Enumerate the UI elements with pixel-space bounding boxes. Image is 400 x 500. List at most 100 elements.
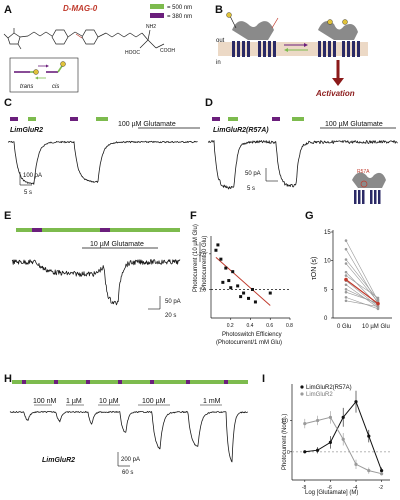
f-xlabel: Photoswitch Efficiency [222,332,282,338]
panel-b: B out in [215,4,368,98]
g-pair-line [345,249,379,304]
f-x-tick-label: 0.2 [227,323,234,329]
scalebar-x-label-d: 5 s [247,186,255,192]
panel-d: D LimGluR2(R57A) 100 µM Glutamate 50 pA … [205,97,398,204]
conc-label-100nm: 100 nM [33,398,57,405]
f-y-tick-label: 1.0 [199,287,206,293]
f-ylabel-top: Photocurrent (10 µM Glu) [193,224,199,292]
i-y-tick-label: 1.0 [281,418,288,424]
g-mean-point-0 [344,277,348,282]
panel-h: H 100 nM 1 µM 10 µM 100 µM 1 mM LimGluR2… [4,373,248,476]
scalebar-y-label-h: 200 pA [121,457,140,463]
conc-label-1mm: 1 mM [203,398,221,405]
g-point-10um [376,296,380,300]
glutamate-label-c: 100 µM Glutamate [118,121,176,128]
f-point [242,291,246,295]
scalebar-x-label-e: 20 s [165,313,176,319]
hooc-label: HOOC [125,50,140,56]
ligand-binding-domain [232,21,274,40]
panel-a-letter: A [4,4,12,16]
trans-cis-inset [9,57,79,93]
f-point [247,296,251,300]
f-ticks: 1.0 2.0 0.2 0.4 0.6 0.8 [199,252,293,329]
purple-pulses-h [22,380,228,384]
i-xlabel: Log [Glutamate] (M) [305,490,358,496]
f-point [229,286,233,290]
scalebar-y-label-d: 50 pA [245,171,261,177]
legend-380nm-label: = 380 nm [167,14,192,20]
current-trace-d [207,140,398,190]
i-x-tick-label: -4 [353,485,358,491]
f-point [250,287,254,291]
f-x-tick-label: 0.8 [286,323,293,329]
cis-isomer-sketch [35,61,66,80]
g-ticks: 0 5 10 15 [324,230,333,322]
current-trace-c [7,140,198,185]
i-point [341,415,345,419]
scalebar-x-label-h: 60 s [122,470,133,476]
conc-label-10um: 10 µM [99,398,119,405]
f-point [224,266,228,270]
panel-i-letter: I [262,373,265,385]
f-y-tick-label: 2.0 [199,252,206,258]
maleimide-ring [7,32,21,45]
f-fit-line [215,257,271,306]
g-pair-line [345,297,379,310]
g-point-0glu [344,288,348,291]
g-point-10um [376,307,380,311]
g-pair-line [345,280,379,307]
scalebar-y-label-e: 50 pA [165,299,181,305]
trans-label: trans [20,84,33,90]
current-trace-h [9,411,248,463]
g-point-0glu [344,258,348,261]
green-light-bar-e [16,228,180,232]
g-pair-line [345,291,379,304]
f-point [253,300,257,304]
g-ylabel: τON (s) [311,257,318,280]
g-pair-line [345,240,379,301]
g-mean-line [345,279,379,305]
g-y-tick-label: 5 [324,287,328,293]
purple-pulse-e-1 [32,228,42,232]
f-xlabel-2: (Photocurrent/1 mM Glu) [216,340,282,346]
i-legend-marker-1 [300,385,304,389]
f-point [231,270,235,274]
g-point-10um [376,305,380,308]
conc-label-100um: 100 µM [142,398,166,405]
panel-i: I Photocurrent (Norm.) 0 1.0 -8 -6 -4 -2 LimG… [262,373,390,496]
current-trace-e [11,259,181,306]
cooh-label: COOH [160,48,175,54]
equilibrium-arrows [284,43,308,52]
glutamate-label-e: 10 µM Glutamate [90,241,144,248]
receptor-resting [226,12,279,57]
panel-e: E 10 µM Glutamate 50 pA 20 s [4,210,181,319]
f-points [214,243,272,304]
i-legend-marker-2 [300,392,304,396]
f-point [221,280,225,284]
f-point [268,291,272,295]
nh2-label: NH2 [146,24,156,30]
panel-c: C LimGluR2 100 µM Glutamate 100 pA 5 s [4,97,200,196]
i-x-tick-label: -2 [379,485,384,491]
in-label: in [216,60,221,66]
panel-e-letter: E [4,210,11,222]
g-point-0glu [344,299,348,303]
panel-g: G τON (s) 0 5 10 15 0 Glu 10 µM Glu [305,210,392,330]
trans-isomer-sketch [14,69,39,75]
i-point [354,462,358,466]
activation-label: Activation [315,89,355,98]
g-pair-line [345,300,379,307]
g-xlabel-1: 10 µM Glu [362,324,390,330]
conc-label-1um: 1 µM [66,398,82,405]
g-y-tick-label: 15 [324,230,331,236]
i-point [303,450,307,454]
light-bars-c [10,117,108,121]
benzene-ring-1 [51,29,69,45]
panel-a: A D-MAG-0 = 500 nm = 380 nm [3,4,192,93]
g-mean-point-1 [376,301,380,306]
f-point [236,284,240,288]
g-pair-line [345,275,379,299]
construct-label-d: LimGluR2(R57A) [213,127,269,134]
i-point [303,422,307,426]
